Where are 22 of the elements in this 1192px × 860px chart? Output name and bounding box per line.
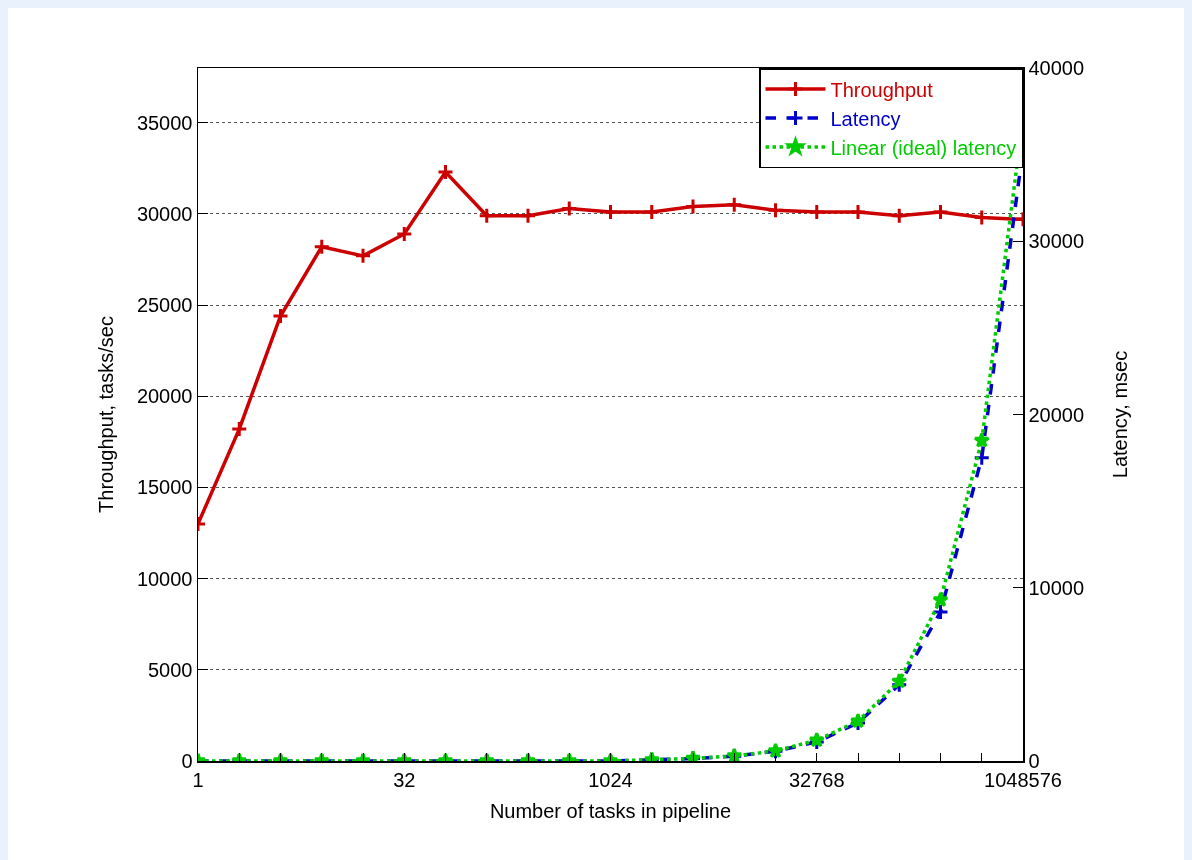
legend-label: Latency: [830, 107, 901, 130]
y-tick-label: 0: [181, 750, 193, 772]
y2-tick-label: 20000: [1028, 403, 1085, 426]
y-tick-label: 15000: [136, 476, 193, 499]
y-tick-label: 25000: [136, 294, 193, 317]
legend-label: Throughput: [830, 78, 934, 101]
y-tick-label: 20000: [136, 385, 193, 408]
y2-tick-label: 40000: [1028, 57, 1085, 79]
x-axis-title: Number of tasks in pipeline: [489, 799, 732, 822]
y2-tick-label: 10000: [1028, 576, 1085, 599]
x-tick-label: 1024: [588, 768, 633, 791]
y-axis-title: Throughput, tasks/sec: [94, 316, 117, 513]
x-tick-label: 1: [192, 768, 204, 791]
y-tick-label: 35000: [136, 111, 193, 134]
y2-axis-title: Latency, msec: [1109, 350, 1132, 479]
x-tick-label: 32: [393, 768, 416, 791]
x-tick-label: 32768: [788, 768, 845, 791]
y-tick-label: 10000: [136, 567, 193, 590]
y2-tick-label: 30000: [1028, 230, 1085, 253]
y-tick-label: 30000: [136, 202, 193, 225]
y-tick-label: 5000: [148, 658, 193, 681]
legend-label: Linear (ideal) latency: [830, 136, 1017, 159]
